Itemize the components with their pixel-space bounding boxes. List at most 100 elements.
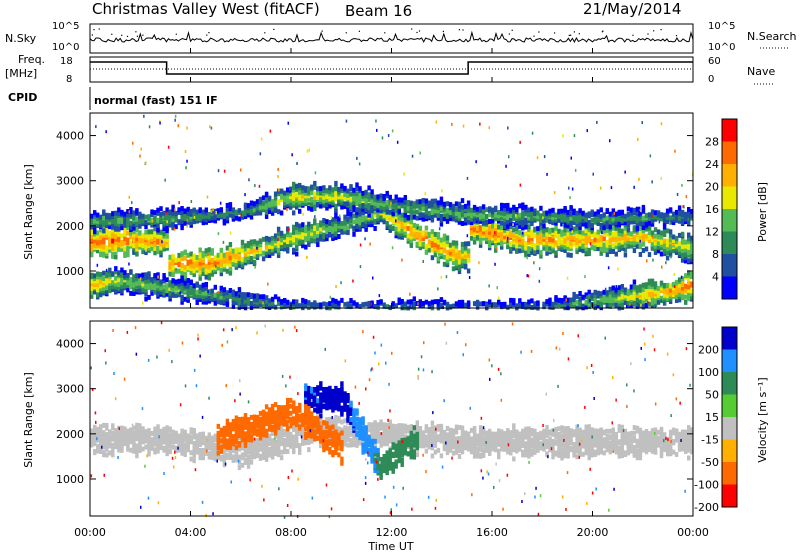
heat-cell [223, 287, 226, 292]
heat-cell [467, 249, 470, 254]
heat-cell [420, 152, 422, 155]
heat-cell [597, 223, 599, 226]
heat-cell [304, 299, 307, 304]
heat-cell [437, 234, 439, 237]
heat-cell [491, 208, 494, 213]
heat-cell [162, 231, 165, 236]
heat-cell [135, 273, 138, 278]
heat-cell [111, 423, 114, 428]
heat-cell [274, 305, 277, 310]
heat-cell [277, 175, 279, 178]
heat-cell [331, 303, 334, 308]
heat-cell [271, 206, 274, 211]
heat-cell [542, 211, 545, 216]
heat-cell [114, 428, 117, 433]
heat-cell [286, 449, 289, 454]
heat-cell [368, 199, 370, 202]
heat-cell [205, 208, 208, 213]
heat-cell [500, 225, 503, 230]
nsearch-dot [459, 29, 460, 30]
heat-cell [597, 291, 600, 296]
heat-cell [93, 449, 96, 454]
heat-cell [303, 213, 305, 216]
heat-cell [425, 226, 428, 231]
heat-cell [214, 215, 217, 220]
heat-cell [615, 252, 618, 257]
heat-cell [530, 298, 533, 303]
heat-cell [554, 250, 557, 255]
heat-cell [395, 303, 398, 308]
heat-cell [298, 183, 301, 188]
heat-cell [669, 215, 672, 220]
heat-cell [307, 447, 310, 452]
heat-cell [177, 207, 180, 212]
heat-cell [536, 211, 539, 216]
heat-cell [455, 241, 458, 246]
heat-cell [526, 256, 528, 259]
heat-cell [639, 240, 641, 243]
heat-cell [218, 291, 220, 294]
heat-cell [437, 287, 439, 290]
heat-cell [147, 295, 150, 300]
heat-cell [584, 275, 586, 278]
heat-cell [606, 290, 609, 295]
heat-cell [570, 210, 572, 213]
heat-cell [367, 192, 370, 197]
heat-cell [681, 218, 684, 223]
heat-cell [503, 203, 506, 208]
heat-cell [215, 265, 217, 268]
heat-cell [416, 204, 419, 209]
heat-cell [298, 303, 301, 308]
heat-cell [557, 298, 560, 303]
nsearch-dot [142, 35, 143, 36]
heat-cell [657, 300, 660, 305]
heat-cell [135, 208, 138, 213]
heat-cell [663, 288, 666, 293]
heat-cell [443, 262, 446, 267]
ytick-label: 2000 [56, 220, 84, 233]
heat-cell [548, 246, 551, 251]
heat-cell [609, 295, 612, 300]
heat-cell [261, 137, 263, 140]
heat-cell [129, 269, 132, 274]
heat-cell [600, 291, 603, 296]
heat-cell [398, 427, 401, 432]
heat-cell [518, 213, 521, 218]
heat-cell [443, 300, 446, 305]
heat-cell [639, 226, 642, 231]
heat-cell [291, 153, 293, 156]
heat-cell [259, 294, 262, 299]
heat-cell [159, 206, 162, 211]
heat-cell [295, 238, 298, 243]
heat-cell [633, 225, 636, 230]
heat-cell [331, 216, 333, 219]
heat-cell [168, 437, 171, 442]
heat-cell [687, 258, 690, 263]
heat-cell [186, 127, 188, 130]
heat-cell [642, 248, 645, 253]
heat-cell [642, 287, 645, 292]
heat-cell [371, 303, 373, 306]
heat-cell [340, 298, 343, 303]
heat-cell [539, 218, 542, 223]
heat-cell [597, 230, 600, 235]
heat-cell [681, 281, 684, 286]
heat-cell [425, 192, 427, 195]
heat-cell [562, 224, 564, 227]
nsearch-dot [676, 35, 677, 36]
heat-cell [441, 189, 443, 192]
heat-cell [666, 228, 669, 233]
heat-cell [126, 429, 129, 434]
heat-cell [440, 297, 443, 302]
heat-cell [105, 432, 108, 437]
heat-cell [211, 248, 214, 253]
heat-cell [494, 302, 497, 307]
nsky-tick-bottom: 10^0 [52, 42, 79, 53]
heat-cell [624, 242, 627, 247]
heat-cell [254, 266, 256, 269]
heat-cell [425, 231, 428, 236]
nsearch-dot [661, 29, 662, 30]
heat-cell [428, 211, 431, 216]
heat-cell [431, 199, 434, 204]
heat-cell [310, 197, 313, 202]
